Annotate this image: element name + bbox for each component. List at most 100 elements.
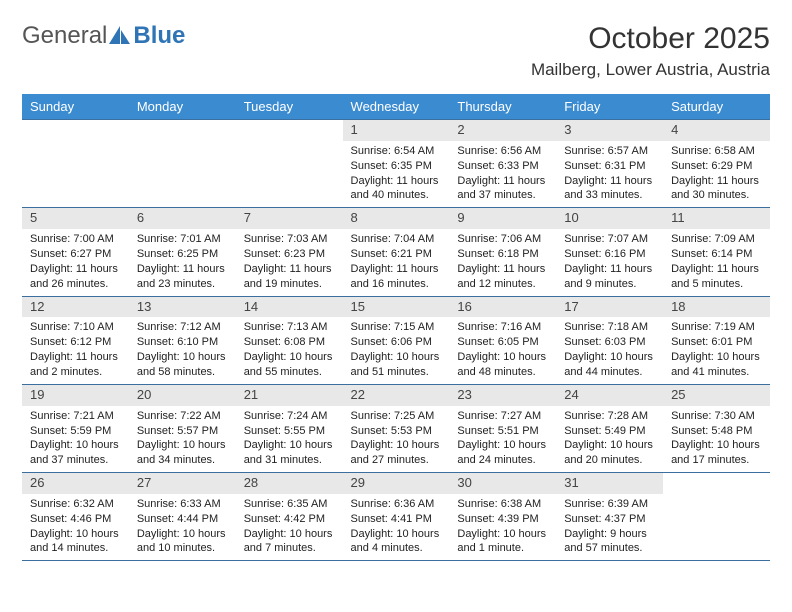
day-details: Sunrise: 6:39 AMSunset: 4:37 PMDaylight:… (556, 494, 663, 560)
day-number: 20 (129, 385, 236, 406)
day-number: 3 (556, 120, 663, 141)
day-detail-line: Sunrise: 7:18 AM (564, 320, 657, 335)
day-header: Sunday (22, 94, 129, 120)
day-details: Sunrise: 7:28 AMSunset: 5:49 PMDaylight:… (556, 406, 663, 472)
calendar-day-cell (236, 120, 343, 208)
day-number: 31 (556, 473, 663, 494)
day-detail-line: Sunset: 5:53 PM (351, 424, 444, 439)
logo: General Blue (22, 22, 185, 50)
day-details: Sunrise: 7:25 AMSunset: 5:53 PMDaylight:… (343, 406, 450, 472)
day-detail-line: Sunset: 4:41 PM (351, 512, 444, 527)
day-detail-line: Sunset: 5:49 PM (564, 424, 657, 439)
day-number: 30 (449, 473, 556, 494)
calendar-day-cell (663, 473, 770, 561)
day-detail-line: Daylight: 10 hours and 7 minutes. (244, 527, 337, 557)
day-details: Sunrise: 7:06 AMSunset: 6:18 PMDaylight:… (449, 229, 556, 295)
day-detail-line: Sunset: 6:10 PM (137, 335, 230, 350)
day-detail-line: Sunset: 6:03 PM (564, 335, 657, 350)
day-detail-line: Sunset: 6:25 PM (137, 247, 230, 262)
calendar-page: General Blue October 2025 Mailberg, Lowe… (0, 0, 792, 561)
calendar-day-cell: 29Sunrise: 6:36 AMSunset: 4:41 PMDayligh… (343, 473, 450, 561)
day-number: 11 (663, 208, 770, 229)
day-number: 27 (129, 473, 236, 494)
calendar-week-row: 12Sunrise: 7:10 AMSunset: 6:12 PMDayligh… (22, 296, 770, 384)
day-details: Sunrise: 6:36 AMSunset: 4:41 PMDaylight:… (343, 494, 450, 560)
day-detail-line: Sunrise: 7:13 AM (244, 320, 337, 335)
day-detail-line: Sunrise: 7:10 AM (30, 320, 123, 335)
day-detail-line: Daylight: 11 hours and 2 minutes. (30, 350, 123, 380)
day-detail-line: Sunset: 6:18 PM (457, 247, 550, 262)
day-details: Sunrise: 7:13 AMSunset: 6:08 PMDaylight:… (236, 317, 343, 383)
calendar-day-cell: 12 Sunrise: 7:10 AMSunset: 6:12 PMDayligh… (22, 296, 129, 384)
day-detail-line: Sunset: 6:35 PM (351, 159, 444, 174)
day-detail-line: Sunrise: 6:39 AM (564, 497, 657, 512)
day-detail-line: Daylight: 10 hours and 55 minutes. (244, 350, 337, 380)
day-detail-line: Sunset: 6:27 PM (30, 247, 123, 262)
calendar-day-cell: 30Sunrise: 6:38 AMSunset: 4:39 PMDayligh… (449, 473, 556, 561)
calendar-day-cell: 10Sunrise: 7:07 AMSunset: 6:16 PMDayligh… (556, 208, 663, 296)
calendar-day-cell: 20Sunrise: 7:22 AMSunset: 5:57 PMDayligh… (129, 384, 236, 472)
day-detail-line: Sunset: 4:46 PM (30, 512, 123, 527)
header: General Blue October 2025 Mailberg, Lowe… (22, 22, 770, 80)
calendar-week-row: 26Sunrise: 6:32 AMSunset: 4:46 PMDayligh… (22, 473, 770, 561)
day-number: 5 (22, 208, 129, 229)
day-details: Sunrise: 7:01 AMSunset: 6:25 PMDaylight:… (129, 229, 236, 295)
day-detail-line: Sunrise: 7:15 AM (351, 320, 444, 335)
day-detail-line: Sunset: 6:23 PM (244, 247, 337, 262)
day-detail-line: Sunset: 4:37 PM (564, 512, 657, 527)
day-detail-line: Daylight: 11 hours and 30 minutes. (671, 174, 764, 204)
calendar-day-cell: 9Sunrise: 7:06 AMSunset: 6:18 PMDaylight… (449, 208, 556, 296)
day-detail-line: Daylight: 10 hours and 10 minutes. (137, 527, 230, 557)
day-detail-line: Sunset: 5:48 PM (671, 424, 764, 439)
day-detail-line: Daylight: 11 hours and 37 minutes. (457, 174, 550, 204)
day-detail-line: Sunset: 6:06 PM (351, 335, 444, 350)
day-detail-line: Sunrise: 6:38 AM (457, 497, 550, 512)
day-detail-line: Sunset: 6:29 PM (671, 159, 764, 174)
day-number: 25 (663, 385, 770, 406)
day-detail-line: Sunrise: 6:57 AM (564, 144, 657, 159)
day-detail-line: Sunset: 4:42 PM (244, 512, 337, 527)
day-number: 15 (343, 297, 450, 318)
day-details: Sunrise: 7:18 AMSunset: 6:03 PMDaylight:… (556, 317, 663, 383)
day-details: Sunrise: 7:22 AMSunset: 5:57 PMDaylight:… (129, 406, 236, 472)
day-detail-line: Sunset: 5:57 PM (137, 424, 230, 439)
day-header: Thursday (449, 94, 556, 120)
day-number: 21 (236, 385, 343, 406)
day-detail-line: Sunrise: 6:56 AM (457, 144, 550, 159)
calendar-day-cell: 31Sunrise: 6:39 AMSunset: 4:37 PMDayligh… (556, 473, 663, 561)
day-detail-line: Daylight: 11 hours and 9 minutes. (564, 262, 657, 292)
day-details: Sunrise: 7:30 AMSunset: 5:48 PMDaylight:… (663, 406, 770, 472)
day-number: 12 (22, 297, 129, 318)
day-detail-line: Sunset: 5:55 PM (244, 424, 337, 439)
day-number: 17 (556, 297, 663, 318)
day-header: Tuesday (236, 94, 343, 120)
day-detail-line: Sunset: 6:31 PM (564, 159, 657, 174)
day-details: Sunrise: 7:00 AMSunset: 6:27 PMDaylight:… (22, 229, 129, 295)
day-details: Sunrise: 6:58 AMSunset: 6:29 PMDaylight:… (663, 141, 770, 207)
calendar-day-cell: 26Sunrise: 6:32 AMSunset: 4:46 PMDayligh… (22, 473, 129, 561)
calendar-day-cell: 2Sunrise: 6:56 AMSunset: 6:33 PMDaylight… (449, 120, 556, 208)
day-details: Sunrise: 7:09 AMSunset: 6:14 PMDaylight:… (663, 229, 770, 295)
day-details: Sunrise: 7:16 AMSunset: 6:05 PMDaylight:… (449, 317, 556, 383)
day-detail-line: Sunrise: 6:32 AM (30, 497, 123, 512)
calendar-day-cell: 17Sunrise: 7:18 AMSunset: 6:03 PMDayligh… (556, 296, 663, 384)
day-detail-line: Daylight: 11 hours and 5 minutes. (671, 262, 764, 292)
calendar-day-cell: 3Sunrise: 6:57 AMSunset: 6:31 PMDaylight… (556, 120, 663, 208)
month-title: October 2025 (531, 22, 770, 56)
day-detail-line: Sunset: 4:44 PM (137, 512, 230, 527)
calendar-day-cell: 18Sunrise: 7:19 AMSunset: 6:01 PMDayligh… (663, 296, 770, 384)
day-detail-line: Sunset: 4:39 PM (457, 512, 550, 527)
day-details: Sunrise: 6:54 AMSunset: 6:35 PMDaylight:… (343, 141, 450, 207)
day-number: 16 (449, 297, 556, 318)
day-detail-line: Sunrise: 6:36 AM (351, 497, 444, 512)
day-detail-line: Daylight: 10 hours and 51 minutes. (351, 350, 444, 380)
calendar-day-cell: 11Sunrise: 7:09 AMSunset: 6:14 PMDayligh… (663, 208, 770, 296)
calendar-day-cell (129, 120, 236, 208)
day-detail-line: Sunrise: 7:06 AM (457, 232, 550, 247)
day-detail-line: Sunrise: 7:30 AM (671, 409, 764, 424)
day-detail-line: Sunrise: 6:54 AM (351, 144, 444, 159)
calendar-week-row: 5Sunrise: 7:00 AMSunset: 6:27 PMDaylight… (22, 208, 770, 296)
day-detail-line: Sunset: 6:12 PM (30, 335, 123, 350)
day-details: Sunrise: 7:24 AMSunset: 5:55 PMDaylight:… (236, 406, 343, 472)
calendar-day-cell: 28Sunrise: 6:35 AMSunset: 4:42 PMDayligh… (236, 473, 343, 561)
